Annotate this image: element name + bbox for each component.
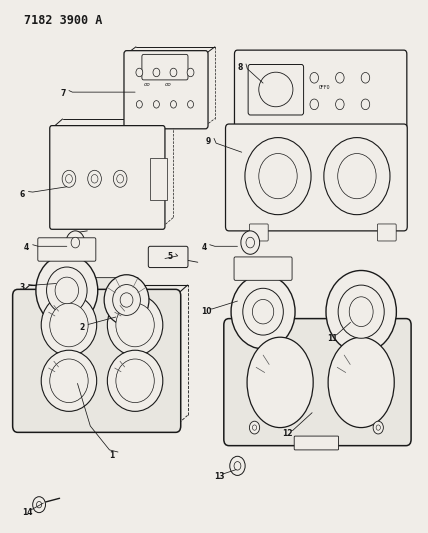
Ellipse shape: [328, 337, 394, 427]
Circle shape: [187, 68, 194, 77]
FancyBboxPatch shape: [250, 224, 268, 241]
Ellipse shape: [326, 270, 396, 353]
FancyBboxPatch shape: [38, 238, 96, 261]
Text: 7182 3900 A: 7182 3900 A: [24, 14, 103, 27]
FancyBboxPatch shape: [248, 64, 303, 115]
Circle shape: [136, 68, 143, 77]
Circle shape: [349, 297, 373, 327]
Circle shape: [88, 170, 101, 187]
Ellipse shape: [107, 350, 163, 411]
Text: 2: 2: [80, 323, 85, 332]
Text: 6: 6: [20, 190, 25, 199]
Circle shape: [153, 68, 160, 77]
Text: OFFO: OFFO: [318, 85, 330, 91]
Circle shape: [33, 497, 45, 513]
Ellipse shape: [120, 293, 133, 307]
Circle shape: [373, 421, 383, 434]
Circle shape: [361, 99, 370, 110]
Text: 9: 9: [205, 137, 211, 146]
Text: 10: 10: [201, 307, 212, 316]
Text: 4: 4: [24, 244, 30, 253]
Circle shape: [361, 72, 370, 83]
FancyBboxPatch shape: [124, 51, 208, 129]
Ellipse shape: [50, 303, 88, 347]
Text: oo: oo: [165, 82, 172, 87]
Ellipse shape: [107, 294, 163, 356]
FancyBboxPatch shape: [50, 126, 165, 229]
Text: 4: 4: [201, 244, 206, 253]
Circle shape: [65, 174, 72, 183]
Ellipse shape: [324, 138, 390, 215]
Ellipse shape: [243, 288, 283, 335]
Circle shape: [246, 237, 255, 248]
Circle shape: [71, 237, 80, 248]
Circle shape: [137, 101, 143, 108]
Circle shape: [117, 174, 124, 183]
Ellipse shape: [36, 255, 98, 326]
FancyBboxPatch shape: [148, 246, 188, 268]
Circle shape: [310, 72, 318, 83]
Circle shape: [250, 421, 260, 434]
Circle shape: [66, 231, 85, 254]
Circle shape: [234, 462, 241, 470]
Ellipse shape: [47, 267, 87, 314]
FancyBboxPatch shape: [235, 50, 407, 130]
Ellipse shape: [259, 72, 293, 107]
Bar: [150, 158, 167, 200]
FancyBboxPatch shape: [93, 278, 139, 322]
Ellipse shape: [116, 303, 154, 347]
Circle shape: [91, 174, 98, 183]
Text: 11: 11: [327, 334, 338, 343]
Ellipse shape: [245, 138, 311, 215]
Circle shape: [376, 425, 380, 430]
Text: 3: 3: [20, 283, 25, 292]
Circle shape: [170, 68, 177, 77]
Ellipse shape: [104, 274, 149, 325]
FancyBboxPatch shape: [13, 289, 181, 432]
Text: 5: 5: [167, 253, 172, 261]
Ellipse shape: [113, 285, 140, 316]
Ellipse shape: [116, 359, 154, 402]
Text: 1: 1: [110, 451, 115, 460]
Text: 8: 8: [238, 63, 243, 71]
Text: oo: oo: [144, 82, 150, 87]
Text: 13: 13: [214, 472, 225, 481]
Ellipse shape: [231, 274, 295, 349]
FancyBboxPatch shape: [294, 436, 339, 450]
Circle shape: [310, 99, 318, 110]
Circle shape: [36, 502, 42, 508]
Ellipse shape: [338, 285, 384, 338]
FancyBboxPatch shape: [226, 124, 407, 231]
Ellipse shape: [259, 154, 297, 199]
Circle shape: [336, 99, 344, 110]
Circle shape: [62, 170, 76, 187]
FancyBboxPatch shape: [377, 224, 396, 241]
FancyBboxPatch shape: [224, 319, 411, 446]
Ellipse shape: [247, 337, 313, 427]
Circle shape: [241, 231, 260, 254]
Circle shape: [230, 456, 245, 475]
Ellipse shape: [41, 294, 97, 356]
Ellipse shape: [338, 154, 376, 199]
Text: 12: 12: [282, 430, 293, 439]
Circle shape: [153, 101, 159, 108]
Circle shape: [170, 101, 176, 108]
Ellipse shape: [55, 277, 79, 304]
FancyBboxPatch shape: [234, 257, 292, 280]
Ellipse shape: [253, 300, 274, 324]
Ellipse shape: [41, 350, 97, 411]
Circle shape: [113, 170, 127, 187]
Text: 14: 14: [22, 507, 33, 516]
Circle shape: [336, 72, 344, 83]
Circle shape: [253, 425, 257, 430]
Text: 7: 7: [60, 89, 66, 98]
FancyBboxPatch shape: [142, 54, 188, 80]
Circle shape: [187, 101, 193, 108]
Ellipse shape: [50, 359, 88, 402]
